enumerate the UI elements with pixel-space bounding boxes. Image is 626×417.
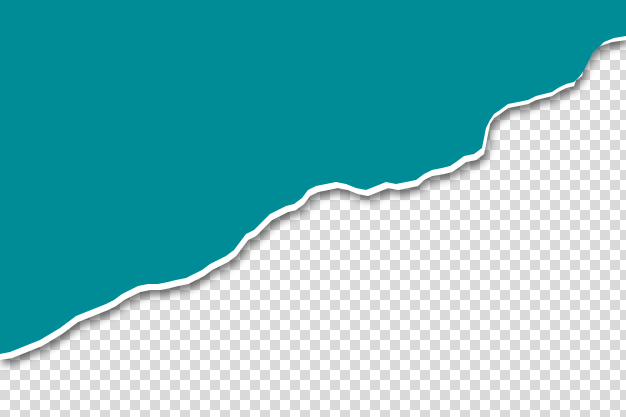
torn-teal-paper (0, 0, 626, 354)
